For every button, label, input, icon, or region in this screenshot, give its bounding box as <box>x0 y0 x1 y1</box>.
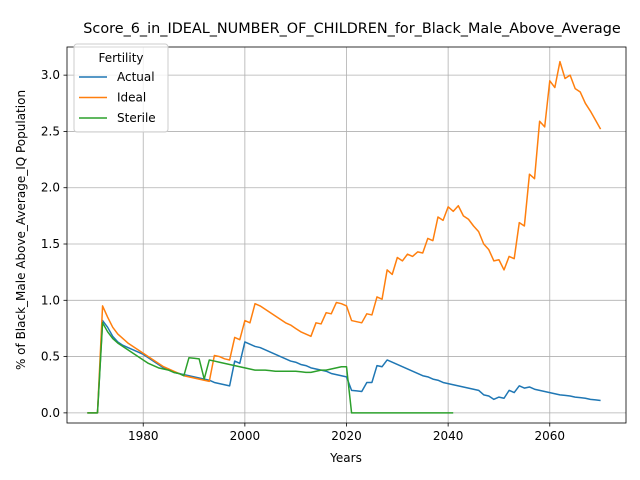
x-tick-label: 2040 <box>433 429 464 443</box>
y-tick-label: 0.5 <box>41 350 60 364</box>
y-tick-label: 3.0 <box>41 68 60 82</box>
legend: Fertility Actual Ideal Sterile <box>73 43 169 133</box>
legend-entries: Actual Ideal Sterile <box>79 70 156 125</box>
chart-title: Score_6_in_IDEAL_NUMBER_OF_CHILDREN_for_… <box>83 21 621 37</box>
x-tick-label: 2020 <box>331 429 362 443</box>
series-line-sterile <box>87 322 454 414</box>
x-axis-ticks: 1980 2000 2020 2040 2060 <box>128 423 565 443</box>
legend-label-sterile: Sterile <box>117 111 156 125</box>
y-tick-label: 1.5 <box>41 237 60 251</box>
legend-box <box>73 43 169 133</box>
grid <box>67 47 626 423</box>
legend-title: Fertility <box>98 51 143 65</box>
x-tick-label: 2060 <box>534 429 565 443</box>
plot-lines <box>87 60 602 414</box>
x-tick-label: 1980 <box>128 429 159 443</box>
y-tick-label: 0.0 <box>41 406 60 420</box>
legend-label-actual: Actual <box>117 70 155 84</box>
legend-label-ideal: Ideal <box>117 91 146 105</box>
y-axis-label: % of Black_Male Above_Average_IQ Populat… <box>14 90 28 370</box>
x-tick-label: 2000 <box>230 429 261 443</box>
y-tick-label: 1.0 <box>41 293 60 307</box>
y-axis-ticks: 0.0 0.5 1.0 1.5 2.0 2.5 3.0 <box>41 68 67 420</box>
y-tick-label: 2.5 <box>41 124 60 138</box>
y-tick-label: 2.0 <box>41 181 60 195</box>
x-axis-label: Years <box>329 451 362 465</box>
